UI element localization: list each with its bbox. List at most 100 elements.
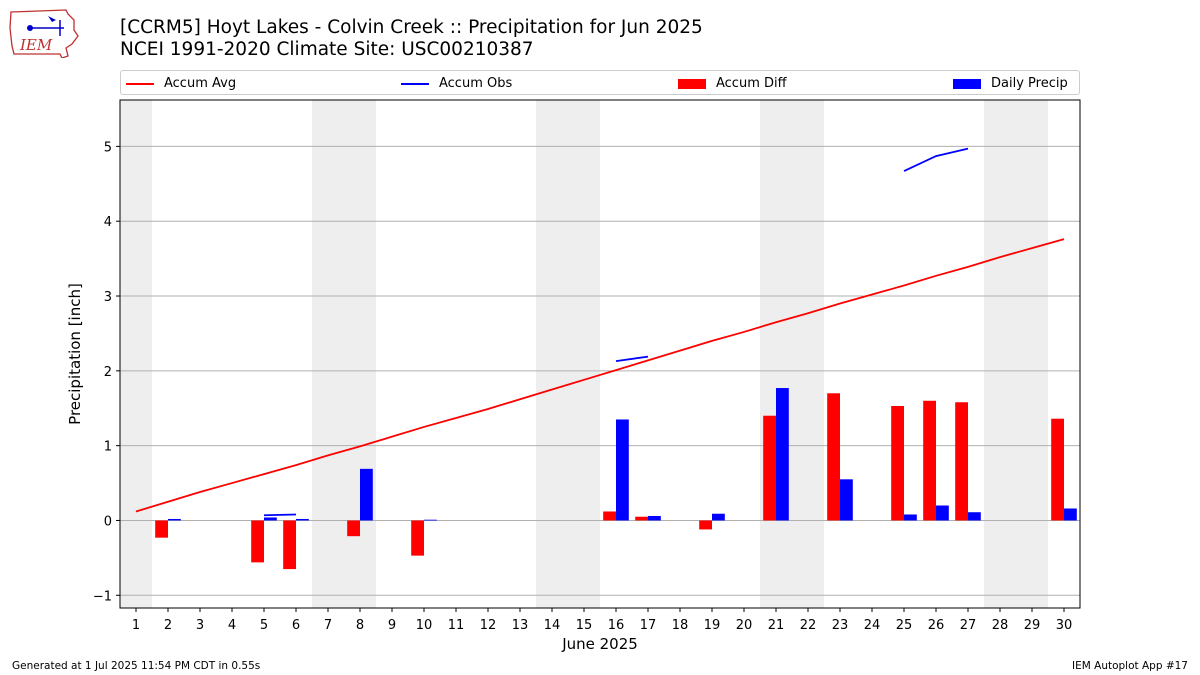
x-tick-label: 8 [356,618,364,633]
legend-swatch-accum-diff [678,78,706,89]
weekend-shade-0 [120,100,152,608]
legend-swatch-accum-obs [401,82,429,85]
bars [155,388,1077,570]
daily-precip-bar-day-21 [776,388,789,521]
daily-precip-bar-day-23 [840,479,853,521]
daily-precip-bar-day-26 [936,505,949,521]
accum-diff-bar-day-2 [155,520,168,538]
daily-precip-bar-day-27 [968,512,981,521]
daily-precip-bar-day-5 [264,517,277,521]
iem-logo: IEM [9,9,79,58]
daily-precip-bar-day-17 [648,515,661,521]
legend-item-accum-obs: Accum Obs [401,71,512,96]
x-tick-label: 29 [1024,618,1041,633]
x-tick-label: 24 [864,618,881,633]
daily-precip-bar-day-8 [360,468,373,521]
accum-obs-line-segment-0 [263,513,297,517]
accum-diff-bar-day-5 [251,520,264,563]
x-tick-label: 3 [196,618,204,633]
accum-diff-bar-day-27 [955,402,968,521]
legend-swatch-daily-precip [953,78,981,89]
x-tick-label: 27 [960,618,977,633]
y-tick-label: 5 [104,140,112,155]
y-tick-label: 1 [104,440,112,455]
accum-diff-bar-day-25 [891,405,904,521]
x-tick-label: 11 [448,618,465,633]
weekend-shade-2 [536,100,600,608]
legend-label-accum-diff: Accum Diff [716,76,787,91]
y-axis-label: Precipitation [inch] [66,283,84,425]
x-axis-label: June 2025 [561,635,638,653]
legend-item-daily-precip: Daily Precip [953,71,1068,96]
legend-label-daily-precip: Daily Precip [991,76,1068,91]
legend-item-accum-avg: Accum Avg [126,71,236,96]
x-tick-label: 9 [388,618,396,633]
x-tick-label: 23 [832,618,849,633]
accum-diff-bar-day-10 [411,520,424,556]
x-tick-label: 10 [416,618,433,633]
weekend-shade-1 [312,100,376,608]
title-line-2: NCEI 1991-2020 Climate Site: USC00210387 [120,39,534,60]
x-tick-label: 5 [260,618,268,633]
iowa-state-outline-icon [9,9,79,58]
accum-obs-line-segment-1 [615,355,649,362]
daily-precip-bar-day-2 [168,518,181,521]
x-tick-label: 19 [704,618,721,633]
y-tick-label: −1 [93,589,112,604]
legend-item-accum-diff: Accum Diff [678,71,787,96]
legend-swatch-accum-avg [126,82,154,85]
x-tick-label: 16 [608,618,625,633]
chart-legend: Accum Avg Accum Obs Accum Diff Daily Pre… [120,70,1080,95]
accum-avg-line-segment-0 [135,238,1065,513]
accum-diff-bar-day-8 [347,520,360,537]
x-tick-label: 2 [164,618,172,633]
footer-generated: Generated at 1 Jul 2025 11:54 PM CDT in … [12,660,261,672]
x-tick-label: 25 [896,618,913,633]
x-tick-label: 26 [928,618,945,633]
x-tick-label: 22 [800,618,817,633]
x-tick-label: 30 [1056,618,1073,633]
x-tick-label: 18 [672,618,689,633]
x-tick-label: 13 [512,618,529,633]
logo-text: IEM [19,36,53,54]
grid-lines [120,145,1080,596]
legend-label-accum-obs: Accum Obs [439,76,513,91]
x-tick-label: 12 [480,618,497,633]
x-tick-label: 21 [768,618,785,633]
x-tick-label: 6 [292,618,300,633]
daily-precip-bar-day-25 [904,514,917,521]
accum-diff-bar-day-6 [283,520,296,570]
accum-diff-bar-day-16 [603,511,616,521]
footer-app: IEM Autoplot App #17 [1072,660,1188,672]
y-tick-label: 2 [104,365,112,380]
x-tick-label: 7 [324,618,332,633]
x-tick-label: 20 [736,618,753,633]
legend-label-accum-avg: Accum Avg [164,76,237,91]
daily-precip-bar-day-30 [1064,508,1077,521]
y-tick-label: 0 [104,514,112,529]
y-tick-label: 4 [104,215,112,230]
accum-obs-line-segment-2 [903,147,969,172]
x-tick-label: 4 [228,618,236,633]
accum-diff-bar-day-23 [827,393,840,521]
daily-precip-bar-day-19 [712,513,725,521]
series-lines [135,147,1065,517]
daily-precip-bar-day-16 [616,419,629,521]
daily-precip-bar-day-10 [424,519,437,521]
x-tick-label: 17 [640,618,657,633]
accum-diff-bar-day-21 [763,415,776,521]
weekend-shade-4 [984,100,1048,608]
chart-title: [CCRM5] Hoyt Lakes - Colvin Creek :: Pre… [120,17,703,61]
accum-diff-bar-day-30 [1051,418,1064,521]
accum-diff-bar-day-26 [923,400,936,521]
x-tick-label: 15 [576,618,593,633]
title-line-1: [CCRM5] Hoyt Lakes - Colvin Creek :: Pre… [120,17,703,38]
plot-frame [119,99,1081,609]
weekend-shade-3 [760,100,824,608]
y-tick-label: 3 [104,290,112,305]
x-tick-label: 1 [132,618,140,633]
accum-diff-bar-day-17 [635,516,648,521]
weekend-shading [120,100,1048,608]
x-tick-label: 14 [544,618,561,633]
